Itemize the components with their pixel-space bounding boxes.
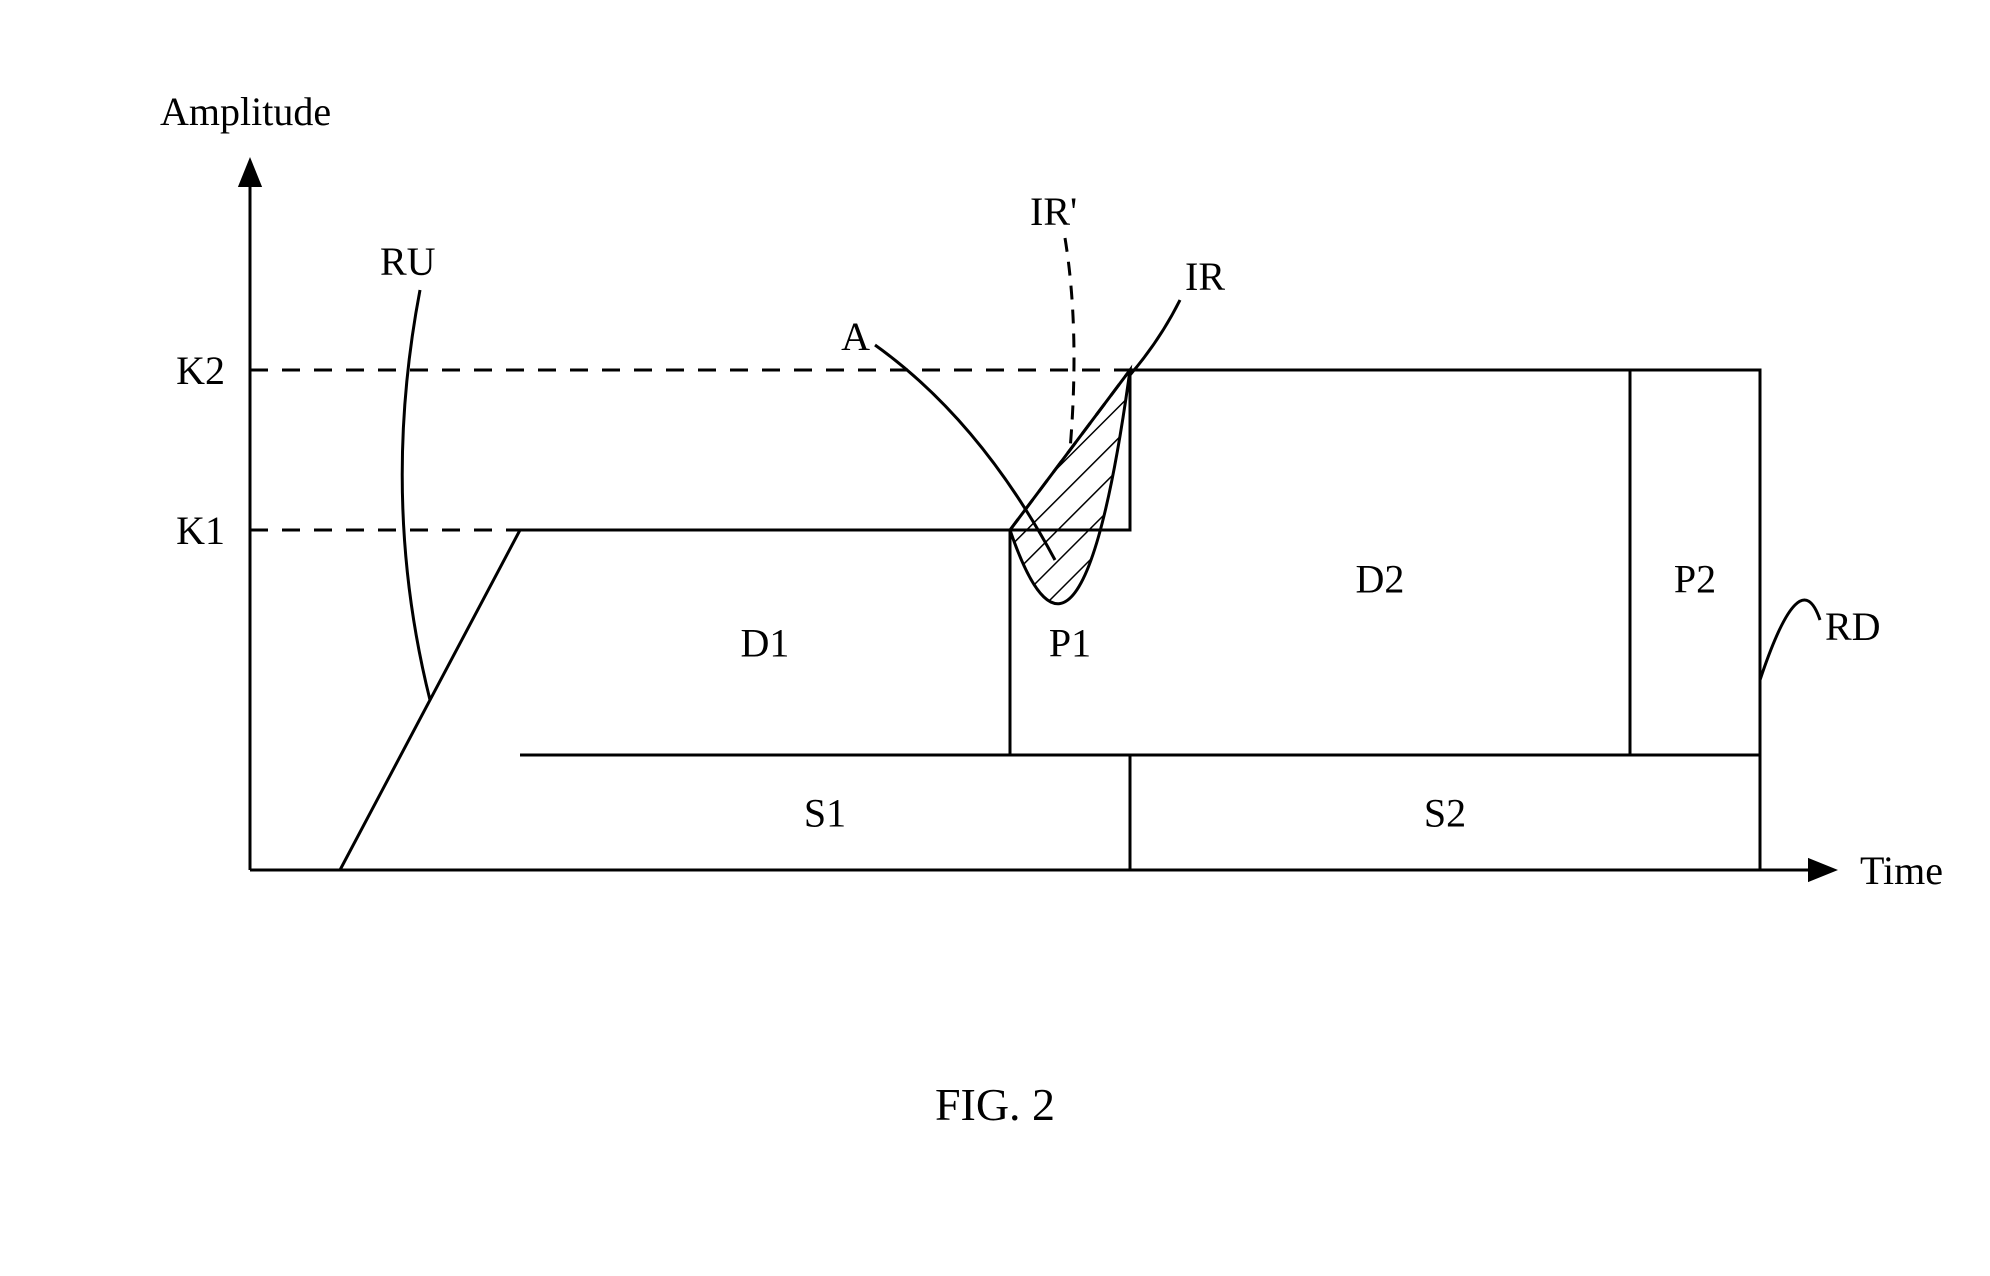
region-label-d2: D2 (1356, 557, 1405, 602)
region-label-s2: S2 (1424, 791, 1466, 836)
callout-ru-leader (402, 290, 430, 700)
y-axis-label: Amplitude (160, 89, 331, 134)
callout-rd-label: RD (1825, 604, 1881, 649)
callout-ir-leader (1130, 300, 1180, 375)
callout-ir-prime-label: IR' (1030, 189, 1077, 234)
region-label-p2: P2 (1674, 557, 1716, 602)
region-label-p1: P1 (1049, 621, 1091, 666)
figure-caption: FIG. 2 (935, 1079, 1055, 1130)
x-axis-arrow (1808, 858, 1838, 882)
callout-rd-leader (1760, 600, 1820, 680)
callout-ru-label: RU (380, 239, 436, 284)
y-axis-arrow (238, 157, 262, 187)
callout-a-label: A (841, 314, 870, 359)
callout-ir-label: IR (1185, 254, 1225, 299)
figure-svg: Amplitude Time K1 K2 D1 P1 D2 P2 S1 S2 R… (0, 0, 1990, 1276)
region-label-d1: D1 (741, 621, 790, 666)
hatched-area-a (1010, 370, 1130, 604)
x-axis-label: Time (1860, 848, 1943, 893)
callout-ir-prime-leader (1065, 238, 1074, 450)
region-label-s1: S1 (804, 791, 846, 836)
k2-tick-label: K2 (176, 348, 225, 393)
k1-tick-label: K1 (176, 508, 225, 553)
